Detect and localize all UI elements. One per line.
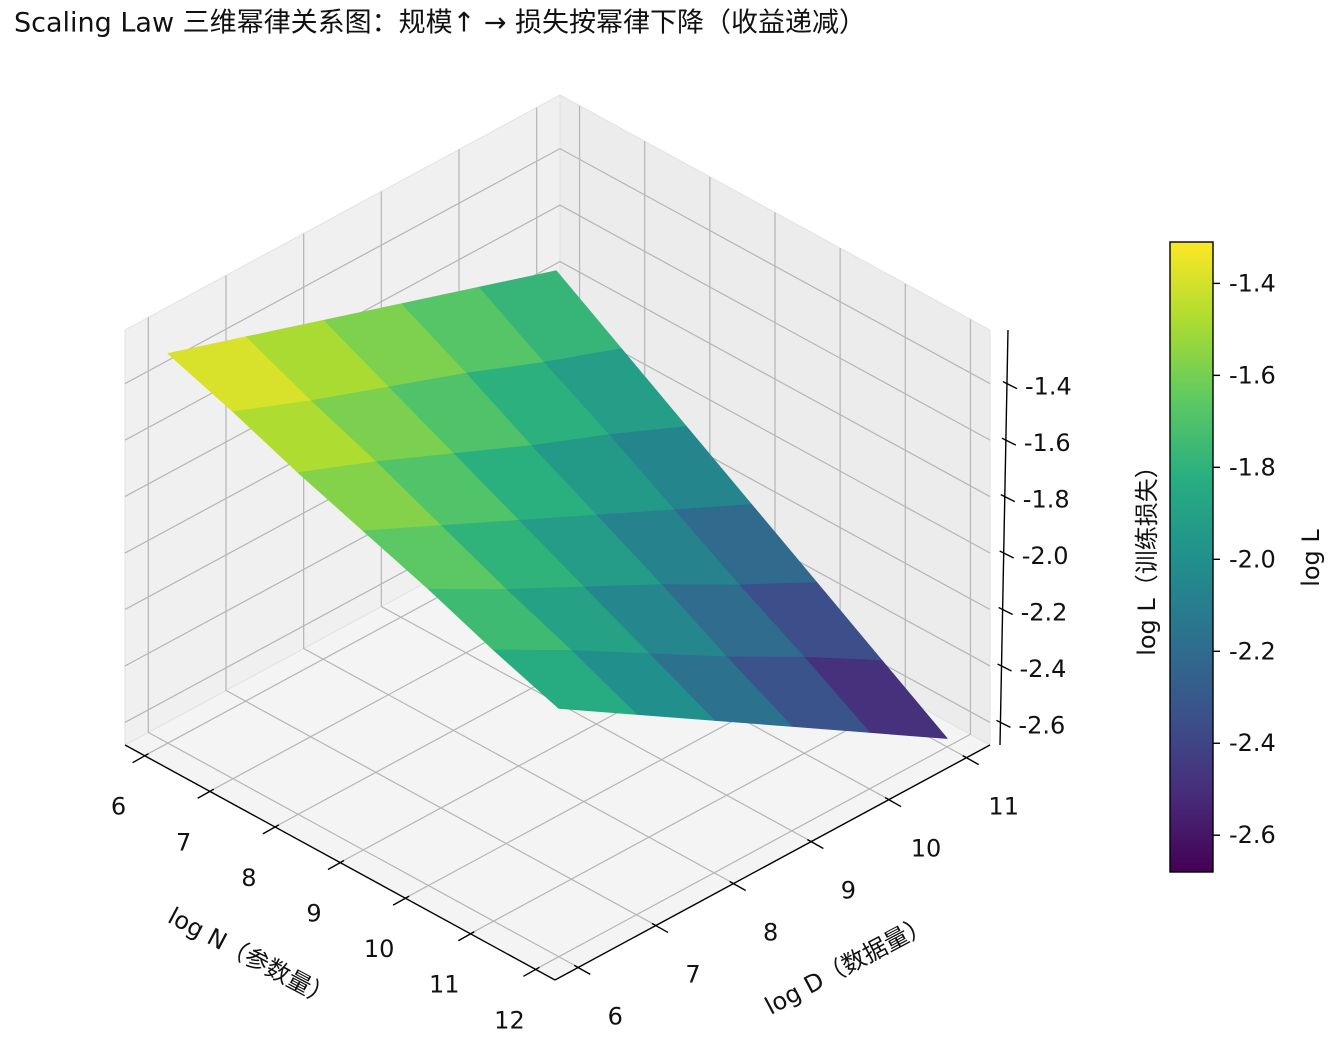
y-tick-label: 11 [988,793,1019,821]
y-tick [573,964,591,976]
colorbar-tick-label: -1.6 [1229,361,1276,389]
z-tick [996,719,1011,729]
y-tick-label: 8 [763,918,778,946]
x-tick-label: 6 [111,793,126,821]
x-tick [457,931,475,942]
colorbar-tick-label: -2.2 [1229,637,1276,665]
x-tick [262,824,280,835]
y-tick [651,922,669,934]
z-tick [1000,493,1016,503]
grid-line [535,319,972,970]
z-tick-label: -2.6 [1018,711,1065,739]
z-tick-label: -2.4 [1020,655,1067,683]
y-axis [554,744,991,981]
z-tick [997,663,1012,672]
grid-line [225,275,657,926]
z-tick-label: -2.0 [1022,542,1069,570]
z-tick [1001,437,1017,446]
grid-line [147,317,579,968]
x-tick [327,859,345,871]
y-tick [729,880,747,892]
z-tick-label: -1.4 [1025,373,1072,401]
y-tick-label: 6 [608,1002,623,1030]
colorbar-tick-label: -1.8 [1229,453,1276,481]
y-tick-label: 7 [685,960,700,988]
x-tick [392,895,410,906]
x-tick [523,966,540,977]
z-axis-label: log L（训练损失） [1133,454,1161,656]
y-tick-label: 9 [841,877,856,905]
z-tick-label: -2.2 [1021,598,1068,626]
colorbar-tick-label: -2.6 [1229,821,1276,849]
surface-cell [493,649,637,715]
colorbar-tick-label: -1.4 [1229,269,1276,297]
x-tick-label: 11 [429,971,460,999]
z-tick [1002,381,1018,390]
chart-title: Scaling Law 三维幂律关系图：规模↑ → 损失按幂律下降（收益递减） [14,8,866,39]
x-tick-label: 7 [176,828,191,856]
colorbar-tick-label: -2.4 [1229,729,1276,757]
grid-line [124,147,991,385]
x-tick-label: 9 [306,900,321,928]
x-tick-label: 12 [494,1006,525,1034]
y-tick [962,754,980,766]
z-tick-label: -1.8 [1023,486,1070,514]
x-tick-label: 8 [241,864,256,892]
x-tick [132,753,149,764]
colorbar-tick-label: -2.0 [1229,545,1276,573]
colorbar [1169,241,1214,873]
x-tick-label: 10 [364,935,395,963]
y-tick-label: 10 [911,835,942,863]
z-axis [999,329,1009,746]
x-tick [197,788,215,799]
z-tick [998,606,1013,616]
z-tick-label: -1.6 [1024,429,1071,457]
z-tick [999,550,1015,559]
y-tick [884,796,902,808]
colorbar-label: log L [1297,529,1325,587]
y-tick [806,838,824,850]
y-axis-label: log D（数据量） [760,910,934,1020]
